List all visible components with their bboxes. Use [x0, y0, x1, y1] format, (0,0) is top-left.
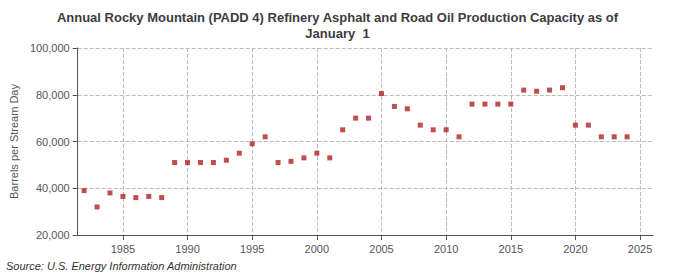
svg-text:40,000: 40,000: [36, 182, 70, 194]
svg-text:1990: 1990: [175, 243, 199, 255]
svg-text:2025: 2025: [628, 243, 652, 255]
svg-text:1985: 1985: [111, 243, 135, 255]
svg-text:2010: 2010: [434, 243, 458, 255]
svg-text:Barrels per Stream Day: Barrels per Stream Day: [8, 84, 20, 199]
svg-text:2020: 2020: [563, 243, 587, 255]
svg-text:Source: U.S. Energy Informatio: Source: U.S. Energy Information Administ…: [6, 260, 237, 272]
svg-text:100,000: 100,000: [30, 42, 70, 54]
svg-text:2000: 2000: [305, 243, 329, 255]
svg-text:1995: 1995: [240, 243, 264, 255]
svg-text:20,000: 20,000: [36, 229, 70, 241]
svg-text:2005: 2005: [369, 243, 393, 255]
svg-text:60,000: 60,000: [36, 136, 70, 148]
svg-text:80,000: 80,000: [36, 89, 70, 101]
svg-text:2015: 2015: [499, 243, 523, 255]
svg-text:January 1: January 1: [305, 26, 369, 41]
svg-text:Annual Rocky Mountain (PADD 4): Annual Rocky Mountain (PADD 4) Refinery …: [57, 10, 619, 25]
